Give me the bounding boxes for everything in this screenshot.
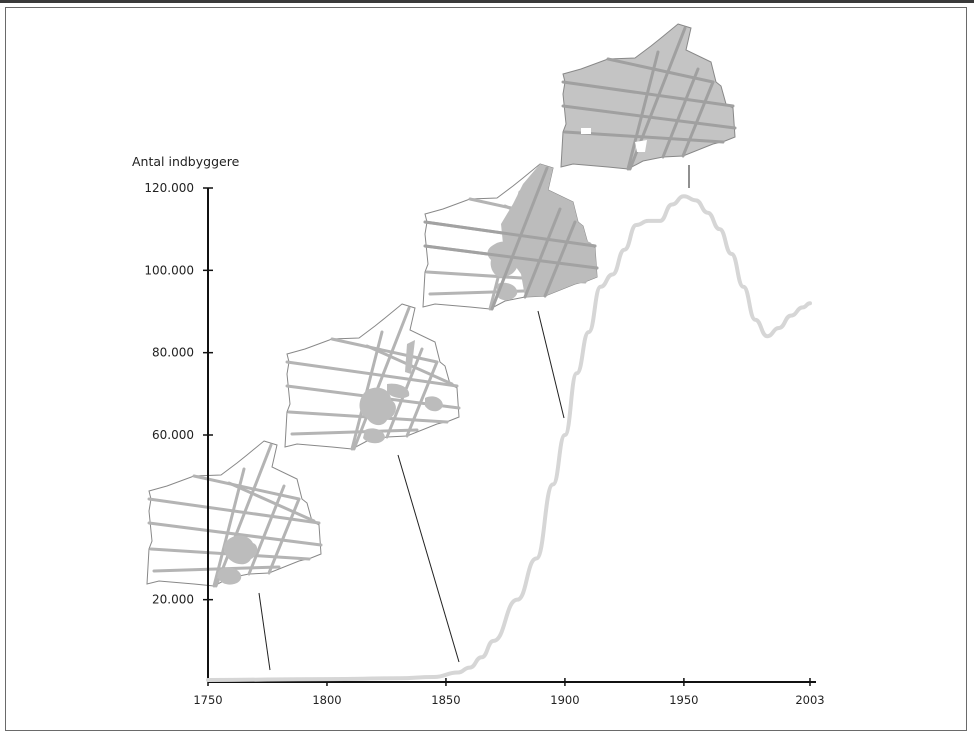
- x-tick-label: 1750: [193, 693, 222, 707]
- y-tick-label: 120.000: [144, 181, 194, 195]
- y-tick-label: 80.000: [152, 346, 194, 360]
- map-1880: [421, 162, 599, 311]
- y-tick-label: 100.000: [144, 263, 194, 277]
- y-axis-title: Antal indbyggere: [132, 154, 240, 169]
- figure-frame: Antal indbyggere 20.000 60.000 80.000 100.0…: [5, 7, 967, 731]
- map-1770: [145, 439, 323, 588]
- x-tick-label: 2003: [795, 693, 824, 707]
- map-1820: [283, 302, 461, 451]
- top-border: [0, 0, 974, 3]
- map-1950: [560, 23, 737, 171]
- y-tick-label: 60.000: [152, 428, 194, 442]
- x-tick-label: 1950: [669, 693, 698, 707]
- map-pointers: [258, 165, 690, 671]
- x-tick-label: 1800: [312, 693, 341, 707]
- population-chart: Antal indbyggere 20.000 60.000 80.000 100.0…: [132, 23, 825, 707]
- x-tick-label: 1900: [550, 693, 579, 707]
- population-line: [206, 194, 812, 682]
- y-tick-label: 20.000: [152, 593, 194, 607]
- x-tick-label: 1850: [431, 693, 460, 707]
